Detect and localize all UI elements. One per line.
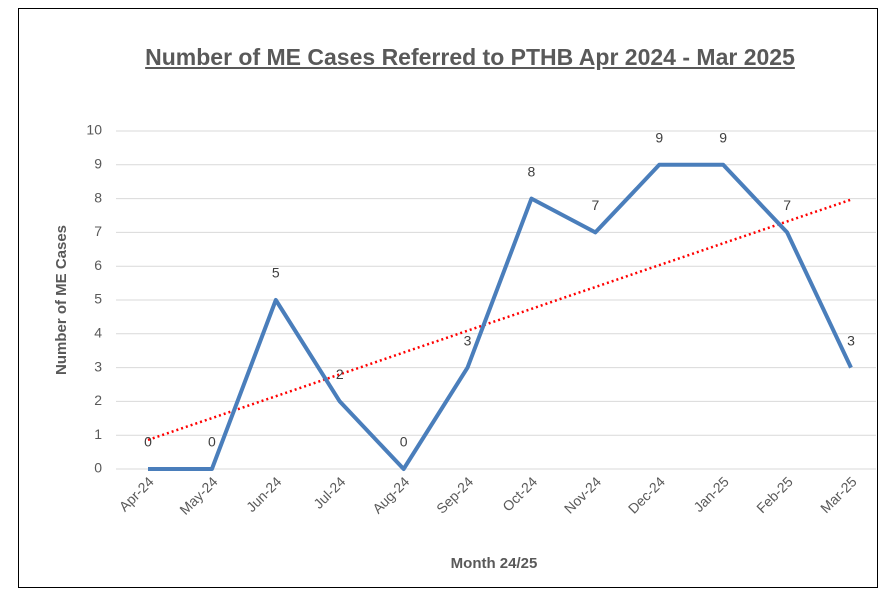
y-tick-label: 4 — [94, 325, 102, 341]
data-label: 5 — [272, 265, 280, 281]
y-tick-label: 2 — [94, 392, 102, 408]
data-label: 0 — [208, 434, 216, 450]
data-line — [148, 162, 853, 471]
x-tick-label: May-24 — [176, 473, 220, 517]
x-tick-label: Feb-25 — [753, 473, 796, 516]
x-tick-label: Nov-24 — [561, 473, 604, 516]
data-label: 3 — [464, 332, 472, 348]
trend-line — [147, 198, 852, 442]
chart-title: Number of ME Cases Referred to PTHB Apr … — [145, 44, 795, 70]
y-tick-label: 1 — [94, 426, 102, 442]
y-axis-label: Number of ME Cases — [53, 225, 70, 375]
x-tick-label: Apr-24 — [116, 473, 157, 514]
chart-frame — [18, 8, 878, 588]
x-tick-label: Jan-25 — [690, 473, 732, 515]
x-tick-label: Dec-24 — [625, 473, 668, 516]
y-tick-label: 10 — [86, 122, 102, 138]
y-tick-label: 8 — [94, 189, 102, 205]
x-tick-label: Sep-24 — [433, 473, 476, 516]
y-tick-label: 3 — [94, 358, 102, 374]
y-tick-label: 9 — [94, 156, 102, 172]
x-tick-label: Jul-24 — [310, 473, 348, 511]
y-tick-label: 6 — [94, 257, 102, 273]
data-label: 9 — [655, 130, 663, 146]
data-label: 0 — [144, 434, 152, 450]
y-tick-label: 7 — [94, 223, 102, 239]
x-tick-label: Oct-24 — [499, 473, 540, 514]
data-label: 3 — [847, 332, 855, 348]
data-label: 0 — [400, 434, 408, 450]
x-tick-label: Aug-24 — [369, 473, 412, 516]
data-label: 7 — [783, 197, 791, 213]
data-label: 9 — [719, 130, 727, 146]
x-tick-label: Jun-24 — [243, 473, 285, 515]
x-axis-label: Month 24/25 — [451, 555, 538, 572]
x-tick-label: Mar-25 — [817, 473, 860, 516]
data-label: 7 — [591, 197, 599, 213]
data-label: 8 — [528, 163, 536, 179]
y-tick-label: 5 — [94, 291, 102, 307]
data-label: 2 — [336, 366, 344, 382]
y-tick-label: 0 — [94, 460, 102, 476]
